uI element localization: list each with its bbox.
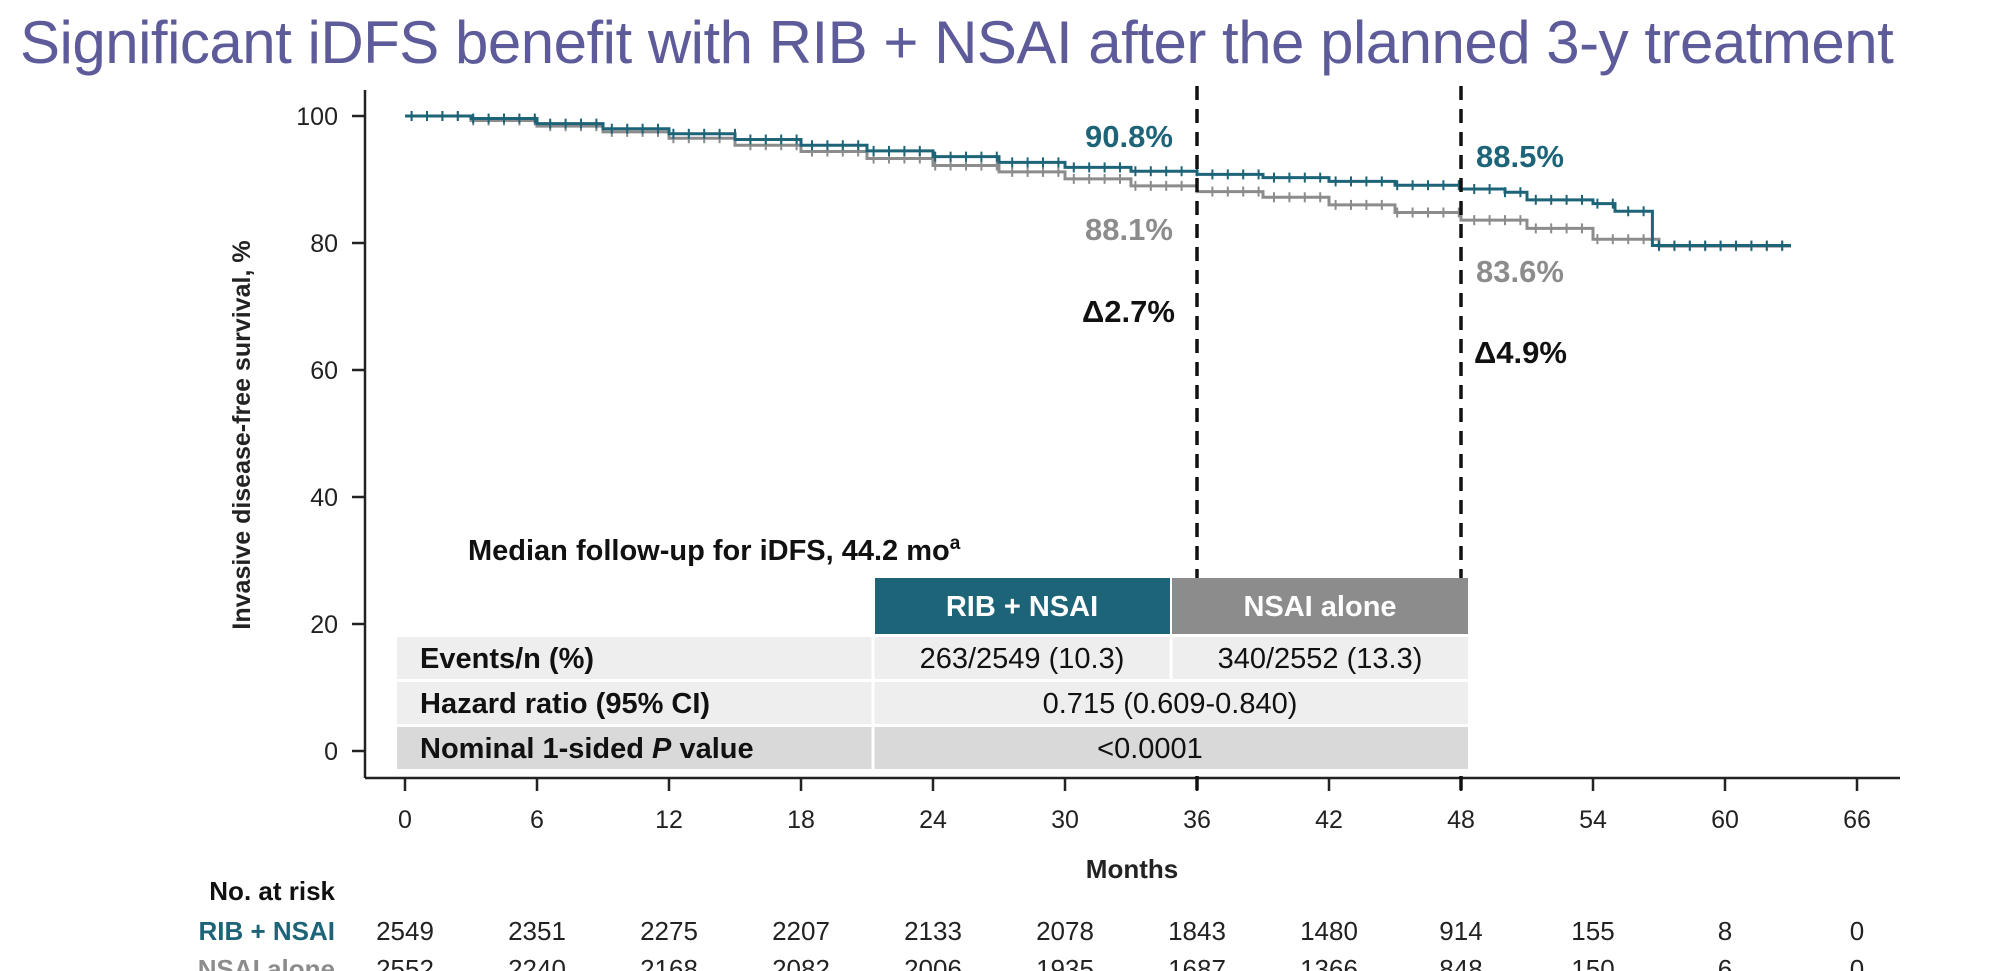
x-tick-label: 36	[1183, 806, 1211, 834]
landmark-annotations: 90.8% 88.1% Δ2.7% 88.5% 83.6% Δ4.9%	[1082, 119, 1567, 370]
row-events-bg	[397, 637, 1468, 679]
risk-value: 2275	[640, 916, 698, 946]
risk-value: 0	[1850, 916, 1864, 946]
risk-value: 1366	[1300, 954, 1358, 971]
p-label: Nominal 1-sided P value	[420, 733, 754, 765]
slide-title: Significant iDFS benefit with RIB + NSAI…	[20, 9, 1894, 76]
followup-superscript: a	[950, 533, 961, 554]
x-tick-label: 60	[1711, 806, 1739, 834]
survival-curves	[405, 111, 1791, 252]
header-rib-cell	[875, 578, 1170, 634]
x-ticks: 0 6 12 18 24 30 36 42 48 54 60 66	[398, 778, 1871, 834]
x-tick-label: 24	[919, 806, 947, 834]
x-tick-label: 66	[1843, 806, 1871, 834]
x-tick-label: 54	[1579, 806, 1607, 834]
x-tick-label: 42	[1315, 806, 1343, 834]
risk-value: 848	[1439, 954, 1482, 971]
series-line-nsai-alone	[405, 114, 1791, 248]
p-label-pre: Nominal 1-sided	[420, 733, 652, 765]
risk-value: 155	[1571, 916, 1614, 946]
risk-value: 914	[1439, 916, 1482, 946]
events-rib: 263/2549 (10.3)	[920, 643, 1125, 675]
x-axis-label: Months	[1086, 854, 1178, 884]
risk-value: 2078	[1036, 916, 1094, 946]
risk-value: 2549	[376, 916, 434, 946]
header-nsai: NSAI alone	[1243, 591, 1396, 623]
risk-value: 2168	[640, 954, 698, 971]
delta-48-label: Δ4.9%	[1474, 335, 1567, 370]
p-label-post: value	[671, 733, 753, 765]
x-tick-label: 48	[1447, 806, 1475, 834]
risk-value: 150	[1571, 954, 1614, 971]
nsai-48-label: 83.6%	[1476, 254, 1564, 289]
y-tick-label: 80	[310, 230, 338, 258]
x-tick-label: 30	[1051, 806, 1079, 834]
risk-value: 1843	[1168, 916, 1226, 946]
risk-value: 6	[1718, 954, 1732, 971]
p-label-italic: P	[652, 733, 672, 765]
row-p-bg	[397, 727, 1468, 769]
risk-value: 2552	[376, 954, 434, 971]
hr-label: Hazard ratio (95% CI)	[420, 688, 710, 720]
risk-label-rib: RIB + NSAI	[198, 916, 335, 946]
y-tick-label: 0	[324, 738, 338, 766]
axes: 0 20 40 60 80 100 0 6 12 18 24 30 36 42 48 54 60 66 Inva…	[228, 90, 1900, 884]
risk-value: 2082	[772, 954, 830, 971]
followup-text: Median follow-up for iDFS, 44.2 mo	[468, 535, 950, 567]
events-label: Events/n (%)	[420, 643, 594, 675]
y-tick-label: 40	[310, 484, 338, 512]
risk-value: 1480	[1300, 916, 1358, 946]
risk-table: No. at risk RIB + NSAI NSAI alone 2549 23…	[198, 876, 1864, 971]
risk-value: 2240	[508, 954, 566, 971]
y-tick-label: 60	[310, 357, 338, 385]
risk-value: 2006	[904, 954, 962, 971]
header-rib: RIB + NSAI	[946, 591, 1098, 623]
rib-48-label: 88.5%	[1476, 139, 1564, 174]
risk-title: No. at risk	[209, 876, 335, 906]
risk-value: 1935	[1036, 954, 1094, 971]
y-tick-label: 100	[296, 103, 338, 131]
x-tick-label: 18	[787, 806, 815, 834]
risk-label-nsai: NSAI alone	[198, 954, 335, 971]
rib-36-label: 90.8%	[1085, 119, 1173, 154]
hr-value: 0.715 (0.609-0.840)	[1043, 688, 1298, 720]
y-axis-label: Invasive disease-free survival, %	[228, 240, 256, 629]
y-tick-label: 20	[310, 611, 338, 639]
x-tick-label: 6	[530, 806, 544, 834]
p-value: <0.0001	[1097, 733, 1203, 765]
header-nsai-cell	[1172, 578, 1468, 634]
row-hr-bg	[397, 682, 1468, 724]
risk-value: 8	[1718, 916, 1732, 946]
events-nsai: 340/2552 (13.3)	[1218, 643, 1423, 675]
followup-note: Median follow-up for iDFS, 44.2 moa	[468, 533, 961, 567]
risk-value: 2207	[772, 916, 830, 946]
delta-36-label: Δ2.7%	[1082, 294, 1175, 329]
y-ticks: 0 20 40 60 80 100	[296, 103, 365, 766]
risk-value: 2133	[904, 916, 962, 946]
risk-value: 0	[1850, 954, 1864, 971]
risk-value: 2351	[508, 916, 566, 946]
risk-values: 2549 2351 2275 2207 2133 2078 1843 1480 914 155 8 0…	[376, 916, 1864, 971]
nsai-36-label: 88.1%	[1085, 212, 1173, 247]
summary-table: RIB + NSAI NSAI alone Events/n (%) 263/2…	[397, 578, 1468, 769]
x-tick-label: 12	[655, 806, 683, 834]
series-line-rib-nsai	[405, 114, 1791, 248]
risk-value: 1687	[1168, 954, 1226, 971]
x-tick-label: 0	[398, 806, 412, 834]
